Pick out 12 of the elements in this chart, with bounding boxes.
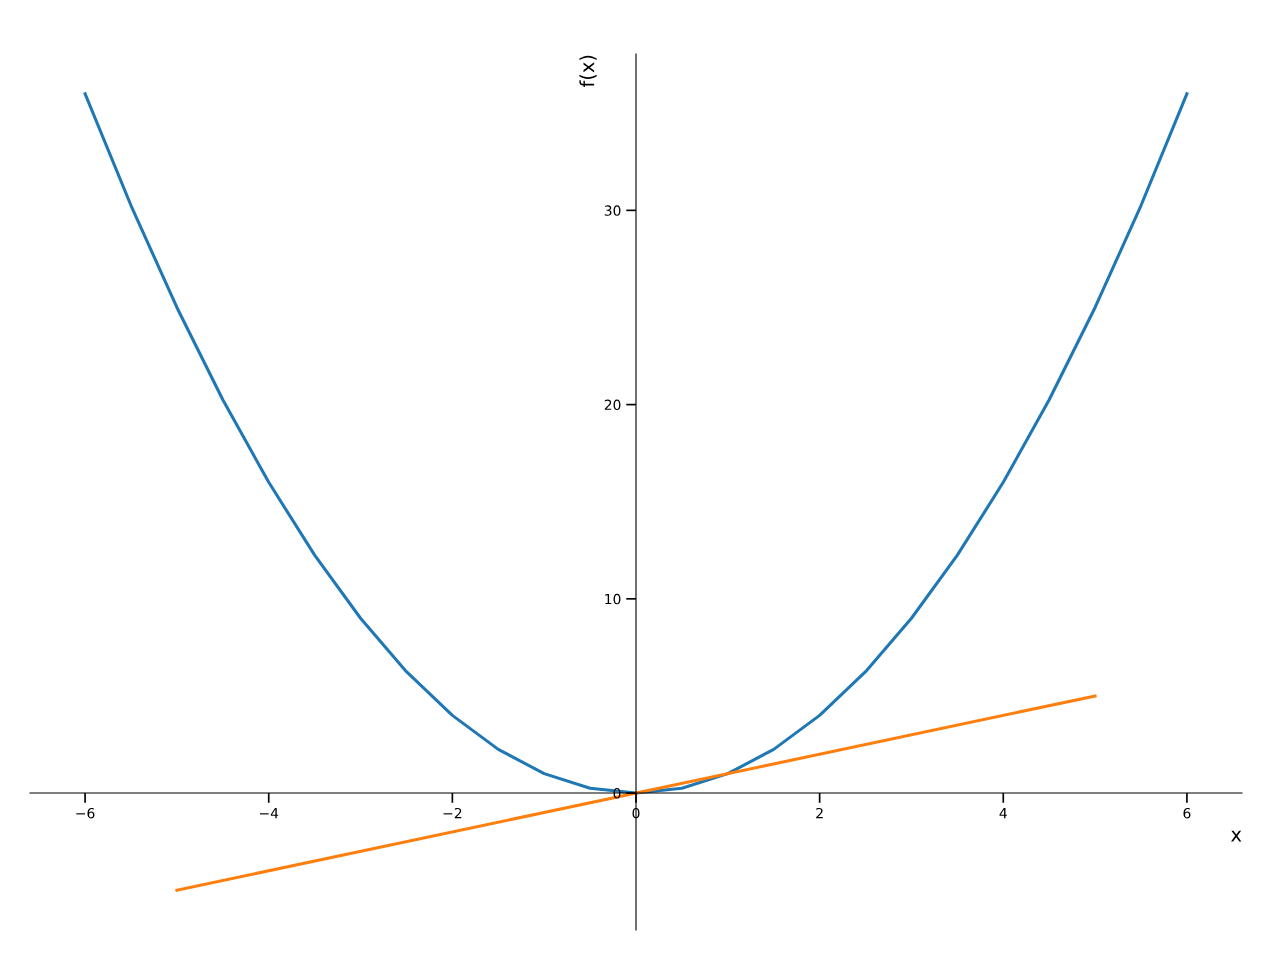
x-tick-label: −2 [443, 807, 462, 819]
x-tick-label: −6 [76, 807, 95, 819]
x-tick-label: 4 [999, 808, 1007, 819]
x-tick-label: 2 [816, 807, 823, 819]
x-axis-title: x [1231, 830, 1242, 842]
x-tick-label: −4 [259, 808, 279, 819]
y-axis-title: f(x) [579, 55, 597, 88]
y-tick-label: 20 [604, 399, 621, 411]
y-tick-label: 0 [613, 788, 621, 799]
y-tick-label: 30 [604, 205, 621, 216]
y-tick-label: 10 [605, 593, 621, 605]
x-tick-label: 6 [1183, 807, 1191, 819]
